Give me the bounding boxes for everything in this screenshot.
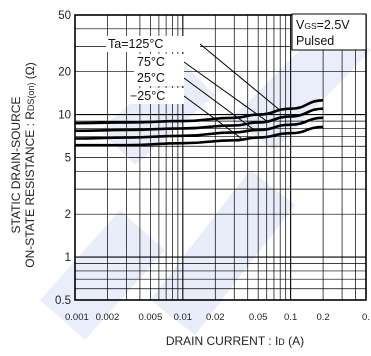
series-line-1 (74, 107, 324, 133)
x-tick-label: 0.01 (174, 312, 193, 323)
leader-line-1 (183, 61, 268, 122)
plot-frame (74, 14, 367, 301)
x-tick-label: 0.002 (96, 312, 120, 323)
y-tick-labels: 50 20 10 5 2 1 0.5 (55, 10, 71, 307)
y-axis-title-line1: STATIC DRAIN-SOURCE (9, 97, 23, 234)
condition-vgs: VGS=2.5V (296, 18, 350, 32)
x-tick-label: 0.001 (65, 312, 89, 323)
x-tick-labels: 0.001 0.002 0.005 0.01 0.02 0.05 0.1 0.2 0. (65, 312, 370, 323)
series-line-2 (74, 116, 324, 140)
y-tick-label: 1 (65, 252, 71, 264)
x-tick-label: 0.005 (138, 312, 162, 323)
x-tick-label: 0.05 (249, 312, 268, 323)
y-tick-label: 2 (65, 209, 71, 221)
y-tick-label: 0.5 (55, 295, 71, 307)
y-tick-label: 5 (65, 153, 71, 165)
series-label-minus25: −25°C (130, 89, 165, 103)
y-tick-label: 20 (58, 67, 71, 79)
leader-line-0 (199, 43, 281, 111)
leader-line-2 (183, 77, 254, 130)
series-label-75: 75°C (137, 55, 165, 69)
x-tick-label: 0.02 (206, 312, 225, 323)
series-label-125: Ta=125°C (108, 37, 163, 51)
series-label-25: 25°C (137, 71, 165, 85)
x-tick-label: 0. (362, 312, 370, 323)
x-tick-label: 0.1 (284, 312, 297, 323)
leader-line-3 (183, 95, 242, 139)
chart-series (74, 99, 324, 147)
label-leader-lines (183, 43, 281, 139)
x-tick-label: 0.2 (316, 312, 329, 323)
x-axis-title: DRAIN CURRENT : ID (A) (166, 334, 304, 348)
y-tick-label: 10 (58, 110, 71, 122)
y-tick-label: 50 (58, 10, 71, 22)
series-labels: Ta=125°C 75°C 25°C −25°C (106, 36, 200, 104)
condition-pulsed: Pulsed (296, 34, 334, 48)
series-line-0 (74, 99, 324, 125)
y-axis-title-line2: ON-STATE RESISTANCE : RDS(on) (Ω) (23, 62, 37, 268)
watermark (40, 20, 371, 340)
condition-box: VGS=2.5V Pulsed (291, 13, 367, 51)
series-line-3 (75, 125, 324, 147)
